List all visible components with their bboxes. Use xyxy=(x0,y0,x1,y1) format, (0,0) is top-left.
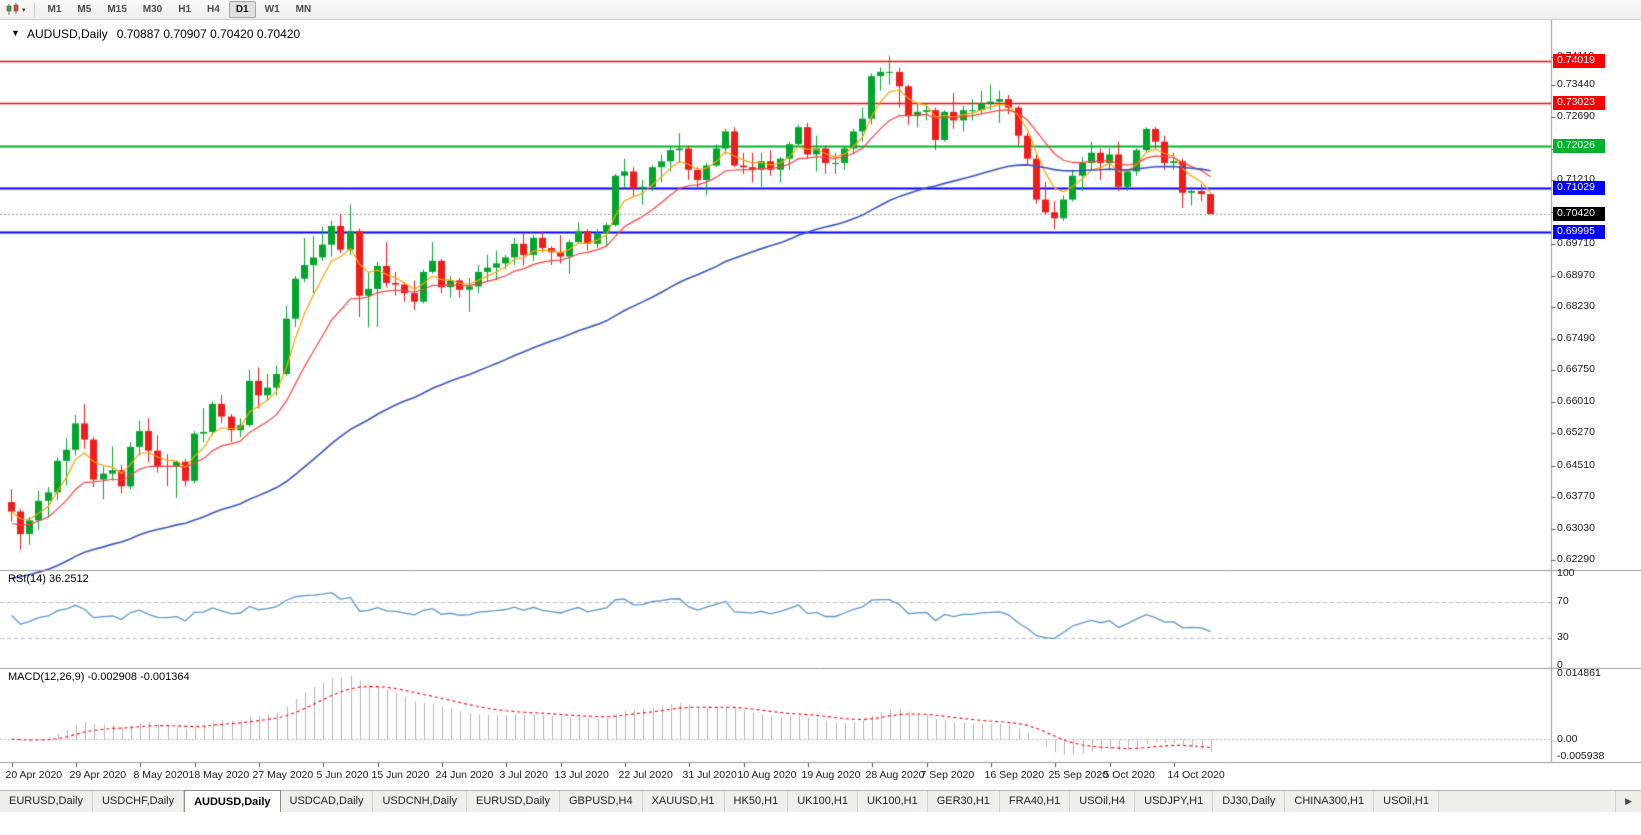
timeframe-button-w1[interactable]: W1 xyxy=(264,4,280,15)
toolbar-separator xyxy=(33,2,35,17)
timeframe-button-d1[interactable]: D1 xyxy=(228,1,256,18)
chart-tab-usoil-h1[interactable]: USOil,H1 xyxy=(1374,791,1439,812)
chart-tab-fra40-h1[interactable]: FRA40,H1 xyxy=(1000,791,1071,812)
chart-tab-dj30-daily[interactable]: DJ30,Daily xyxy=(1213,791,1286,812)
timeframe-button-m1[interactable]: M1 xyxy=(47,4,62,15)
timeframe-button-m30[interactable]: M30 xyxy=(142,4,163,15)
timeframe-buttons-group: M1 M5 M15 M30 H1 H4 D1 W1 MN xyxy=(40,1,320,18)
chart-tab-usoil-h4[interactable]: USOil,H4 xyxy=(1070,791,1136,812)
chart-tab-usdchf-daily[interactable]: USDCHF,Daily xyxy=(93,791,185,812)
timeframe-button-m5[interactable]: M5 xyxy=(77,4,92,15)
tab-scroll-right-icon[interactable]: ▶ xyxy=(1615,791,1641,812)
timeframe-button-h1[interactable]: H1 xyxy=(178,4,192,15)
chart-tab-china300-h1[interactable]: CHINA300,H1 xyxy=(1285,791,1375,812)
chart-tab-usdcad-daily[interactable]: USDCAD,Daily xyxy=(281,791,374,812)
chart-type-dropdown-caret-icon[interactable]: ▾ xyxy=(22,6,26,14)
chart-tab-ger30-h1[interactable]: GER30,H1 xyxy=(928,791,1000,812)
timeframe-button-h4[interactable]: H4 xyxy=(207,4,220,15)
timeframe-button-m15[interactable]: M15 xyxy=(107,4,127,15)
chart-tab-audusd-daily[interactable]: AUDUSD,Daily xyxy=(184,790,281,812)
chart-tab-hk50-h1[interactable]: HK50,H1 xyxy=(725,791,789,812)
chart-tab-eurusd-daily[interactable]: EURUSD,Daily xyxy=(467,791,560,812)
candlestick-chart-canvas[interactable] xyxy=(0,20,1641,790)
chart-tabs-bar: EURUSD,Daily USDCHF,Daily AUDUSD,Daily USDC… xyxy=(0,790,1641,812)
chart-area[interactable] xyxy=(0,20,1641,790)
chart-type-icon[interactable] xyxy=(5,3,21,17)
timeframe-button-mn[interactable]: MN xyxy=(295,4,312,15)
chart-tab-eurusd-daily[interactable]: EURUSD,Daily xyxy=(0,791,93,812)
timeframe-toolbar: ▾ M1 M5 M15 M30 H1 H4 D1 W1 MN xyxy=(0,0,1641,20)
chart-tab-usdcnh-daily[interactable]: USDCNH,Daily xyxy=(373,791,468,812)
chart-tab-uk100-h1[interactable]: UK100,H1 xyxy=(788,791,858,812)
chart-tab-usdjpy-h1[interactable]: USDJPY,H1 xyxy=(1135,791,1214,812)
chart-tab-gbpusd-h4[interactable]: GBPUSD,H4 xyxy=(560,791,643,812)
chart-tab-uk100-h1[interactable]: UK100,H1 xyxy=(858,791,928,812)
chart-tab-xauusd-h1[interactable]: XAUUSD,H1 xyxy=(643,791,725,812)
